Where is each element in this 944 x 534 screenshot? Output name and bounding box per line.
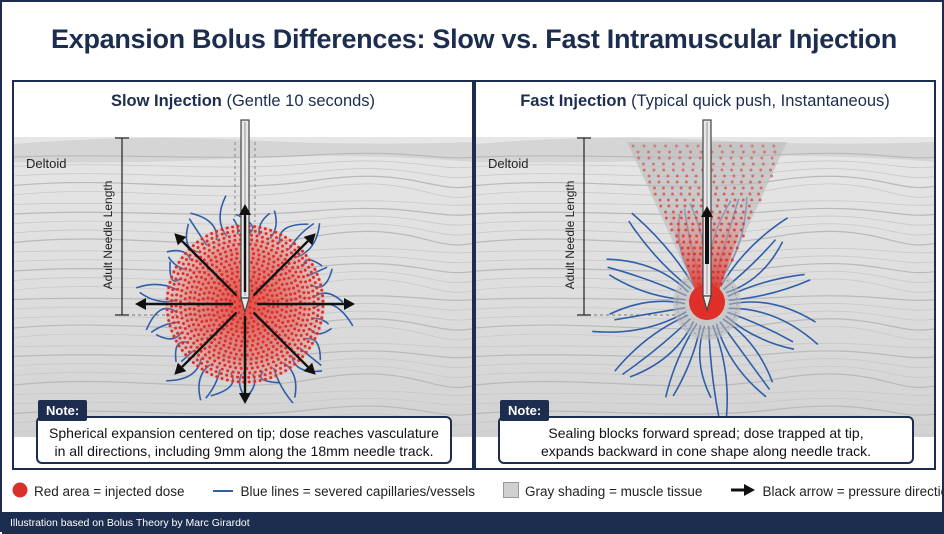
needle-length-label: Adult Needle Length bbox=[563, 180, 577, 290]
pressure-arrows bbox=[701, 206, 713, 264]
pressure-arrow bbox=[174, 233, 238, 297]
pressure-arrows bbox=[135, 204, 355, 404]
pressure-arrow bbox=[239, 204, 251, 292]
slow-injection-illustration bbox=[14, 119, 472, 437]
fast-injection-panel: Fast Injection (Typical quick push, Inst… bbox=[474, 80, 936, 470]
deltoid-label: Deltoid bbox=[26, 156, 67, 171]
red-dot-icon bbox=[12, 482, 28, 501]
fast-injection-illustration bbox=[476, 119, 934, 437]
needle-length-bracket bbox=[115, 137, 129, 316]
legend-item: Blue lines = severed capillaries/vessels bbox=[212, 484, 475, 499]
gray-square-icon bbox=[502, 481, 519, 501]
pressure-arrow bbox=[135, 298, 233, 310]
legend: Red area = injected dose Blue lines = se… bbox=[12, 476, 944, 506]
note-tag: Note: bbox=[500, 400, 550, 421]
blue-line-icon bbox=[212, 484, 234, 499]
legend-item: Red area = injected dose bbox=[12, 482, 184, 501]
legend-label: Red area = injected dose bbox=[34, 483, 185, 499]
legend-label: Blue lines = severed capillaries/vessels bbox=[240, 483, 475, 499]
page-title: Expansion Bolus Differences: Slow vs. Fa… bbox=[51, 24, 897, 54]
note-tag: Note: bbox=[38, 400, 88, 421]
pressure-arrow bbox=[252, 311, 316, 375]
note-line: expands backward in cone shape along nee… bbox=[541, 443, 871, 459]
pressure-arrow bbox=[239, 316, 251, 404]
legend-item: Gray shading = muscle tissue bbox=[502, 481, 703, 501]
pressure-arrow bbox=[174, 311, 238, 375]
footer-credit: Illustration based on Bolus Theory by Ma… bbox=[2, 512, 944, 534]
legend-label: Black arrow = pressure direction bbox=[762, 483, 944, 499]
pressure-arrow bbox=[257, 298, 355, 310]
note-box: Spherical expansion centered on tip; dos… bbox=[36, 416, 452, 464]
deltoid-label: Deltoid bbox=[488, 156, 529, 171]
pressure-arrow bbox=[252, 233, 316, 297]
legend-label: Gray shading = muscle tissue bbox=[524, 483, 703, 499]
panel-title: Fast Injection (Typical quick push, Inst… bbox=[520, 92, 890, 110]
needle-length-bracket bbox=[577, 137, 591, 316]
legend-item: Black arrow = pressure direction bbox=[730, 483, 944, 500]
note-line: Sealing blocks forward spread; dose trap… bbox=[548, 425, 864, 441]
black-arrow-icon bbox=[730, 483, 756, 500]
slow-injection-panel: Slow Injection (Gentle 10 seconds) Delto… bbox=[12, 80, 474, 470]
note-line: in all directions, including 9mm along t… bbox=[54, 443, 434, 459]
needle-length-label: Adult Needle Length bbox=[101, 180, 115, 290]
pressure-arrow bbox=[701, 206, 713, 264]
note-line: Spherical expansion centered on tip; dos… bbox=[49, 425, 439, 441]
panel-title: Slow Injection (Gentle 10 seconds) bbox=[110, 92, 376, 110]
note-box: Sealing blocks forward spread; dose trap… bbox=[498, 416, 914, 464]
